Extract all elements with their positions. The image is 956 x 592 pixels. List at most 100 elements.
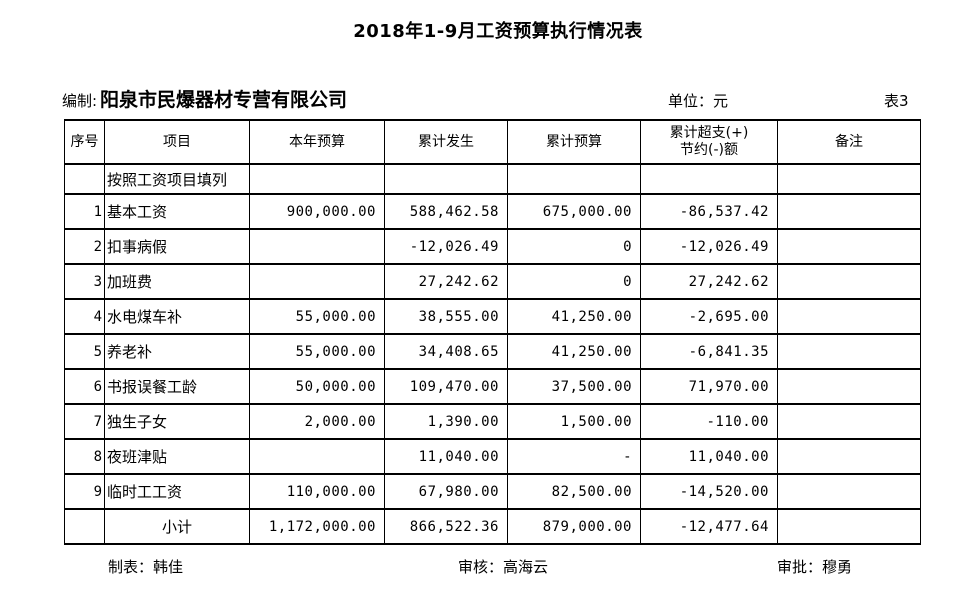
cell-actual: 588,462.58 [384,193,508,230]
cell-item: 按照工资项目填列 [104,163,250,195]
cell-no [64,163,105,195]
table-row: 4 水电煤车补 55,000.00 38,555.00 41,250.00 -2… [64,298,921,335]
header-cum-budget: 累计预算 [507,119,641,165]
cell-note [777,403,921,440]
cell-variance: -14,520.00 [640,473,778,510]
cell-actual: 34,408.65 [384,333,508,370]
cell-variance: 71,970.00 [640,368,778,405]
cell-note [777,438,921,475]
table-row: 9 临时工工资 110,000.00 67,980.00 82,500.00 -… [64,473,921,510]
cell-cum-budget: 0 [507,263,641,300]
cell-note [777,163,921,195]
cell-budget: 50,000.00 [249,368,385,405]
cell-actual: 866,522.36 [384,508,508,545]
cell-actual: 38,555.00 [384,298,508,335]
cell-no: 6 [64,368,105,405]
cell-cum-budget: 82,500.00 [507,473,641,510]
header-row: 序号 项目 本年预算 累计发生 累计预算 累计超支(+) 节约(-)额 备注 [64,119,921,165]
cell-variance: -86,537.42 [640,193,778,230]
cell-variance: -2,695.00 [640,298,778,335]
cell-no: 4 [64,298,105,335]
cell-item: 养老补 [104,333,250,370]
cell-variance: 11,040.00 [640,438,778,475]
cell-cum-budget: 41,250.00 [507,298,641,335]
cell-note [777,473,921,510]
cell-cum-budget: - [507,438,641,475]
header-note: 备注 [777,119,921,165]
cell-variance: -12,477.64 [640,508,778,545]
cell-actual: -12,026.49 [384,228,508,265]
cell-note [777,298,921,335]
cell-cum-budget: 675,000.00 [507,193,641,230]
cell-no: 2 [64,228,105,265]
cell-budget: 55,000.00 [249,298,385,335]
table-row: 3 加班费 27,242.62 0 27,242.62 [64,263,921,300]
cell-cum-budget [507,163,641,195]
cell-variance: 27,242.62 [640,263,778,300]
cell-cum-budget: 879,000.00 [507,508,641,545]
cell-actual [384,163,508,195]
cell-actual: 109,470.00 [384,368,508,405]
cell-actual: 11,040.00 [384,438,508,475]
subtotal-row: 小计 1,172,000.00 866,522.36 879,000.00 -1… [64,508,921,545]
header-no: 序号 [64,119,105,165]
cell-item: 基本工资 [104,193,250,230]
table-row: 8 夜班津贴 11,040.00 - 11,040.00 [64,438,921,475]
cell-note [777,263,921,300]
cell-budget [249,438,385,475]
cell-cum-budget: 37,500.00 [507,368,641,405]
cell-item: 独生子女 [104,403,250,440]
cell-no: 5 [64,333,105,370]
cell-budget [249,228,385,265]
cell-cum-budget: 0 [507,228,641,265]
cell-cum-budget: 1,500.00 [507,403,641,440]
cell-item: 加班费 [104,263,250,300]
company-name: 阳泉市民爆器材专营有限公司 [100,89,348,111]
cell-item: 水电煤车补 [104,298,250,335]
cell-note [777,508,921,545]
cell-budget: 110,000.00 [249,473,385,510]
cell-cum-budget: 41,250.00 [507,333,641,370]
table-row: 2 扣事病假 -12,026.49 0 -12,026.49 [64,228,921,265]
preparer-label: 制表：韩佳 [108,558,184,576]
unit-label: 单位：元 [668,92,729,110]
cell-item: 扣事病假 [104,228,250,265]
cell-note [777,193,921,230]
cell-variance: -6,841.35 [640,333,778,370]
table-row: 1 基本工资 900,000.00 588,462.58 675,000.00 … [64,193,921,230]
cell-no: 7 [64,403,105,440]
cell-no: 1 [64,193,105,230]
cell-budget: 900,000.00 [249,193,385,230]
sheet-number: 表3 [884,92,909,110]
cell-item: 夜班津贴 [104,438,250,475]
cell-variance: -12,026.49 [640,228,778,265]
table-row: 7 独生子女 2,000.00 1,390.00 1,500.00 -110.0… [64,403,921,440]
cell-item: 小计 [104,508,250,545]
signature-line: 制表：韩佳 审核：高海云 审批：穆勇 [0,556,956,580]
cell-budget: 55,000.00 [249,333,385,370]
header-variance: 累计超支(+) 节约(-)额 [640,119,778,165]
cell-budget [249,263,385,300]
cell-no [64,508,105,545]
cell-variance [640,163,778,195]
cell-note [777,368,921,405]
table-row: 5 养老补 55,000.00 34,408.65 41,250.00 -6,8… [64,333,921,370]
reviewer-label: 审核：高海云 [458,558,549,576]
cell-no: 9 [64,473,105,510]
cell-actual: 67,980.00 [384,473,508,510]
page-title: 2018年1-9月工资预算执行情况表 [353,21,643,42]
prepared-by-label: 编制: [62,92,98,110]
header-actual: 累计发生 [384,119,508,165]
budget-table: 序号 项目 本年预算 累计发生 累计预算 累计超支(+) 节约(-)额 备注 按… [64,119,921,545]
cell-item: 书报误餐工龄 [104,368,250,405]
header-budget: 本年预算 [249,119,385,165]
cell-no: 8 [64,438,105,475]
table-row: 按照工资项目填列 [64,163,921,195]
header-item: 项目 [104,119,250,165]
cell-no: 3 [64,263,105,300]
cell-item: 临时工工资 [104,473,250,510]
cell-actual: 27,242.62 [384,263,508,300]
meta-line: 编制: 阳泉市民爆器材专营有限公司 单位：元 表3 [0,84,956,114]
cell-budget: 2,000.00 [249,403,385,440]
cell-note [777,333,921,370]
